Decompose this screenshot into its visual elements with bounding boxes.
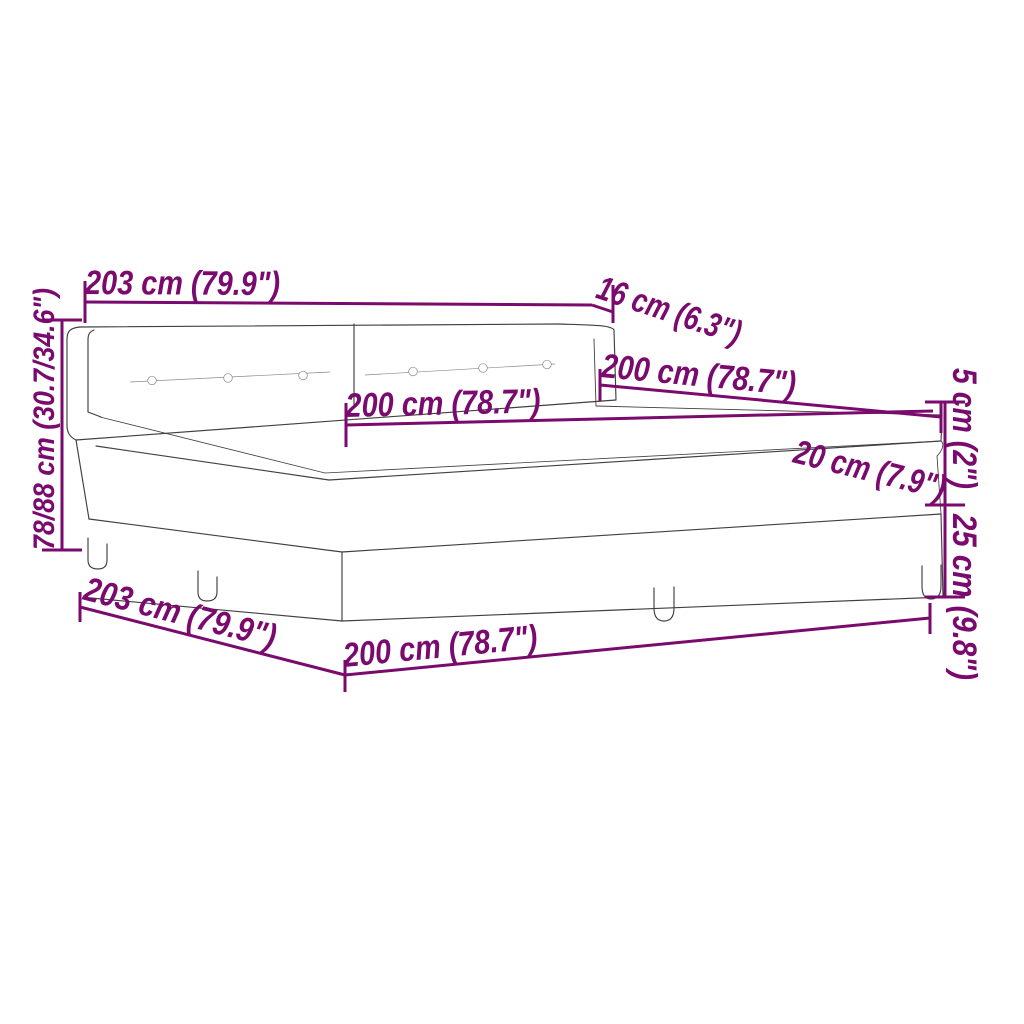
svg-text:20 cm (7.9"): 20 cm (7.9") xyxy=(789,433,949,507)
svg-text:203 cm (79.9"): 203 cm (79.9") xyxy=(84,264,280,303)
svg-text:25 cm (9.8"): 25 cm (9.8") xyxy=(945,513,983,680)
svg-text:5 cm (2"): 5 cm (2") xyxy=(945,368,983,489)
svg-text:78/88 cm (30.7/34.6"): 78/88 cm (30.7/34.6") xyxy=(28,288,61,550)
svg-text:200 cm (78.7"): 200 cm (78.7") xyxy=(344,382,541,425)
svg-text:16 cm (6.3"): 16 cm (6.3") xyxy=(592,269,746,352)
svg-text:203 cm (79.9"): 203 cm (79.9") xyxy=(79,570,280,656)
